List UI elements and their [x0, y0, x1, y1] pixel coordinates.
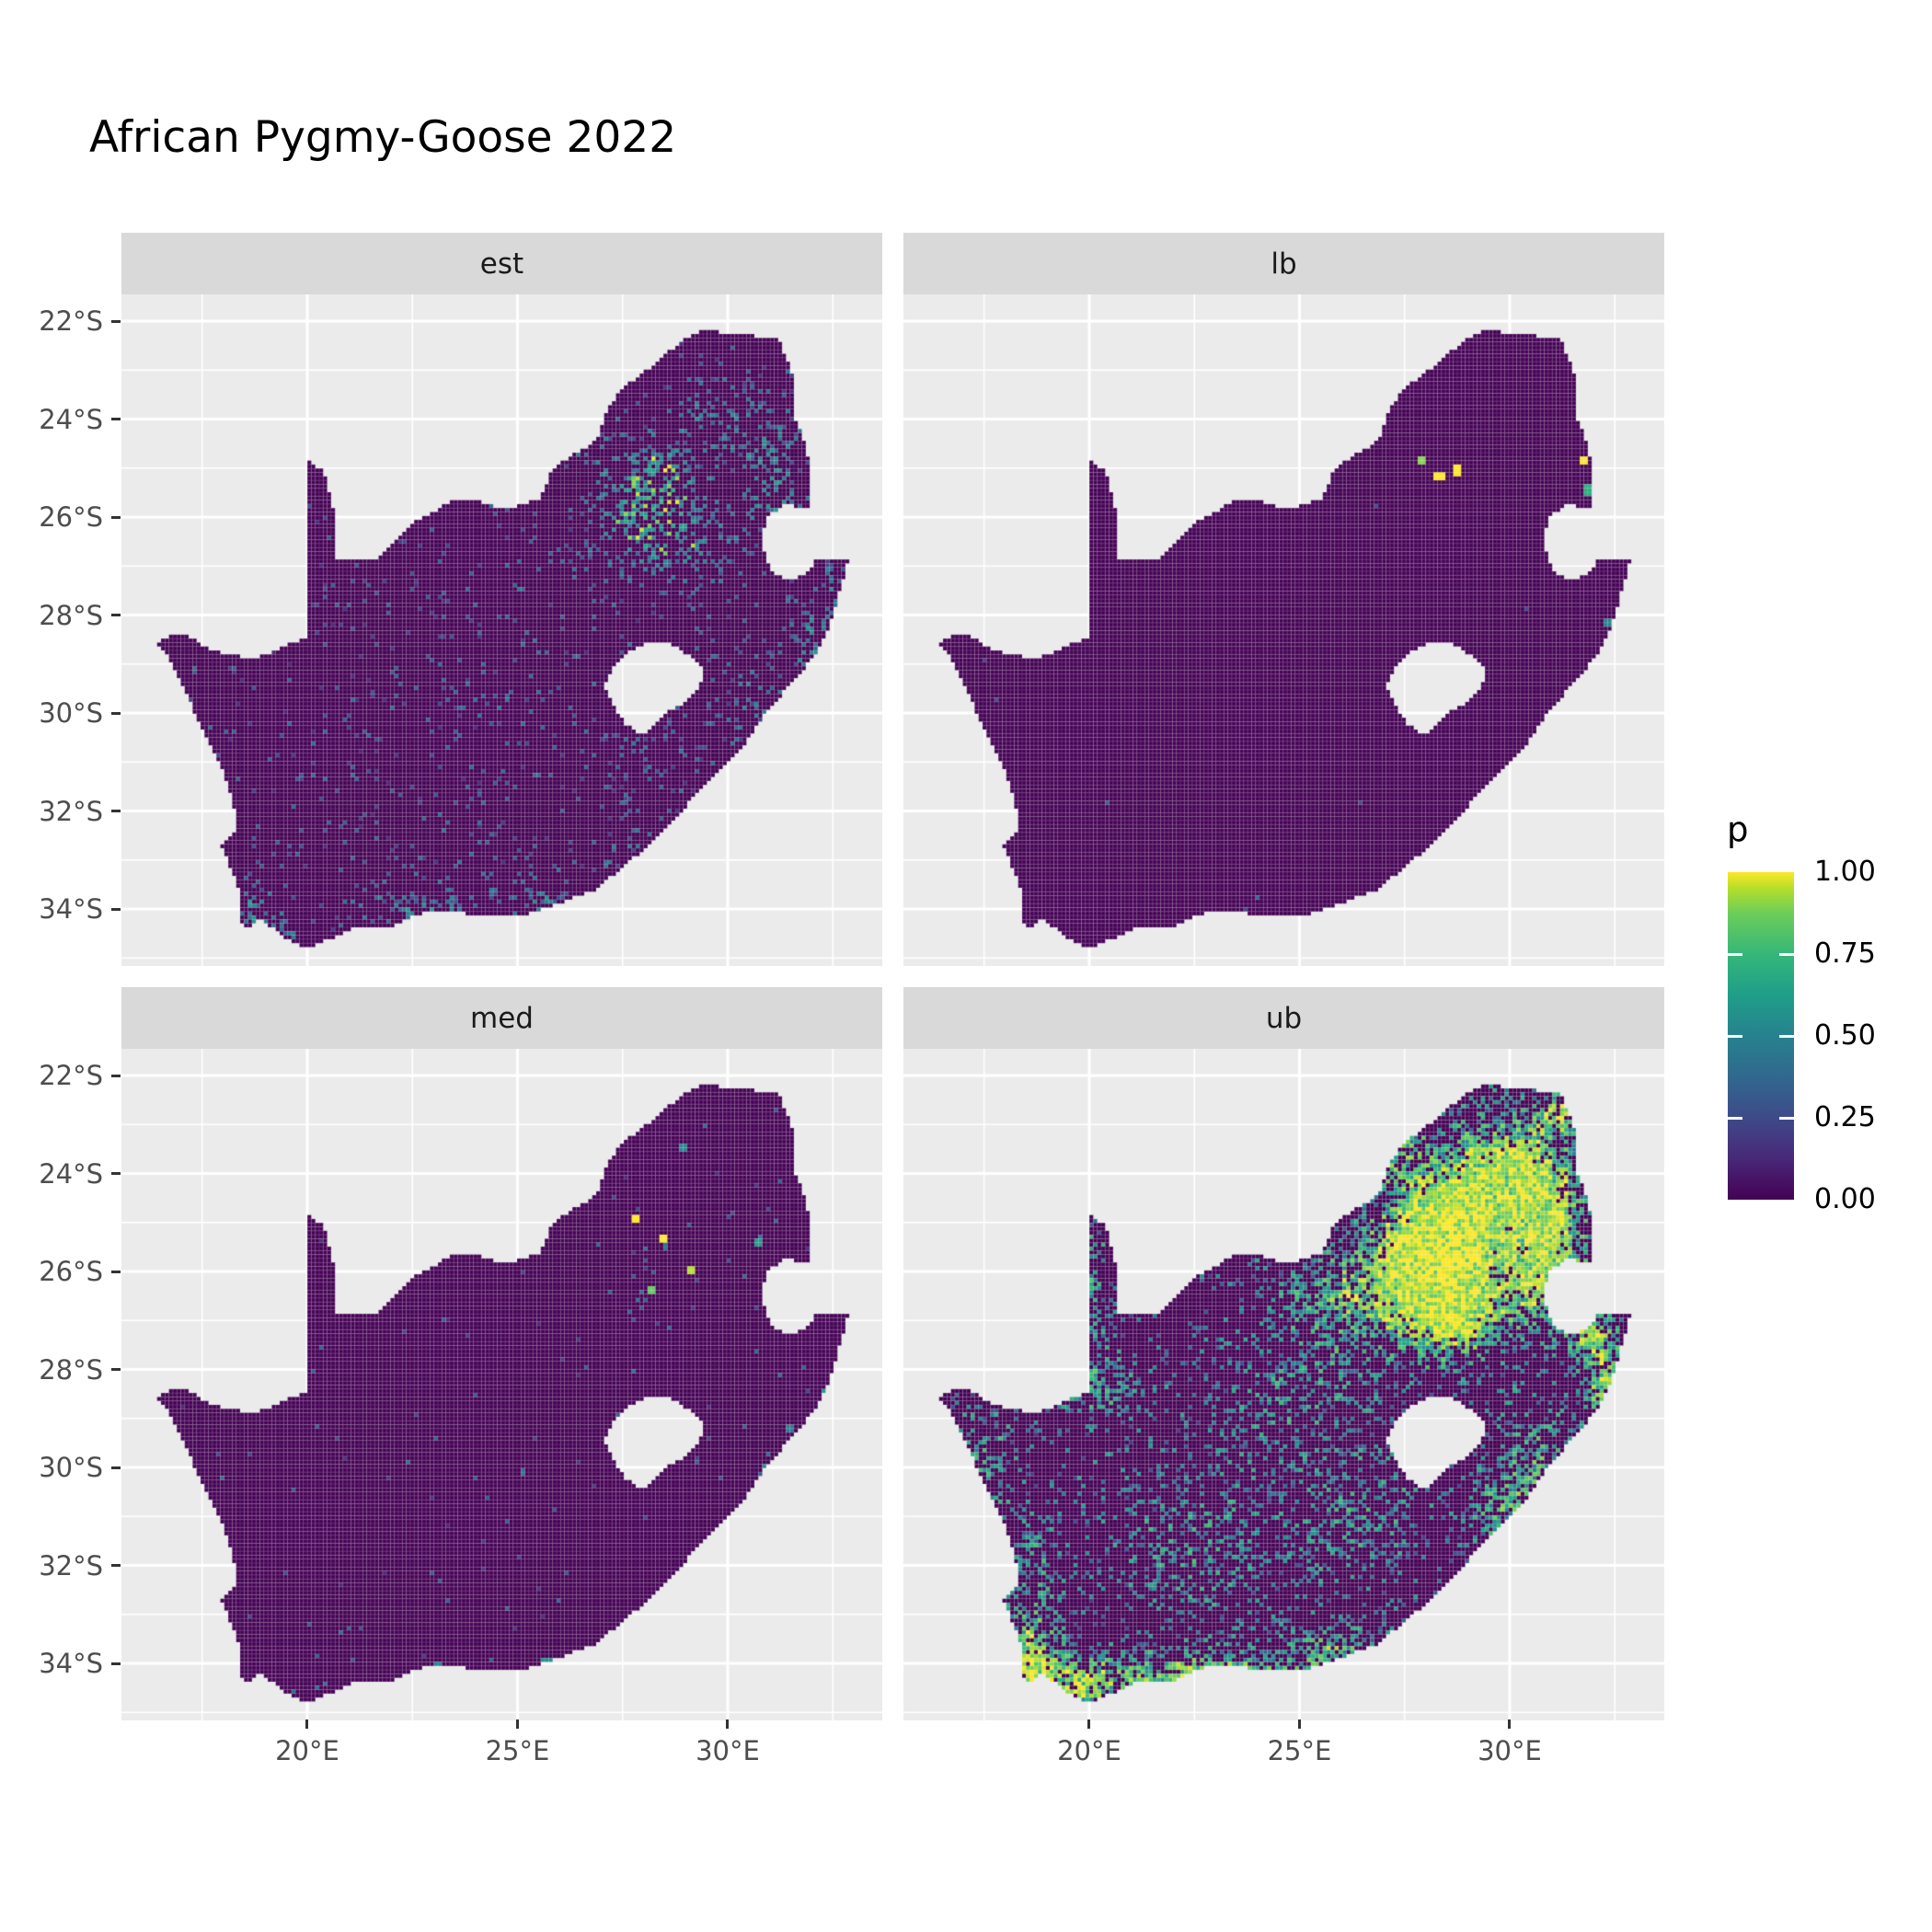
y-axis-tick-label: 30°S: [39, 1452, 103, 1484]
legend-colorbar-tick: [1728, 1116, 1742, 1120]
x-axis-tick-label: 30°E: [696, 1735, 760, 1766]
y-axis-tick-label: 32°S: [39, 795, 103, 827]
x-axis-tick-label: 30°E: [1478, 1735, 1542, 1766]
x-axis-tick-mark: [305, 1719, 309, 1729]
x-axis-tick-mark: [515, 1719, 519, 1729]
map-panel-est: [121, 294, 882, 966]
legend-colorbar-tick: [1779, 952, 1794, 956]
y-axis-tick-label: 32°S: [39, 1549, 103, 1581]
facet-strip-label: med: [470, 1001, 534, 1035]
legend-colorbar-tick: [1728, 952, 1742, 956]
legend-tick-label: 0.25: [1814, 1101, 1876, 1133]
y-axis-tick-mark: [111, 810, 121, 813]
y-axis-tick-label: 34°S: [39, 893, 103, 926]
facet-strip-label: lb: [1271, 247, 1297, 281]
map-canvas-med: [121, 1049, 882, 1720]
y-axis-tick-mark: [111, 1662, 121, 1665]
y-axis-tick-mark: [111, 515, 121, 519]
y-axis-tick-mark: [111, 319, 121, 323]
y-axis-tick-mark: [111, 1368, 121, 1372]
map-canvas-est: [121, 294, 882, 966]
facet-strip-lb: lb: [903, 233, 1664, 294]
y-axis-tick-label: 24°S: [39, 403, 103, 435]
legend-tick-label: 0.50: [1814, 1019, 1876, 1052]
map-panel-lb: [903, 294, 1664, 966]
x-axis-tick-mark: [1297, 1719, 1301, 1729]
y-axis-tick-label: 22°S: [39, 1060, 103, 1092]
legend-colorbar-tick: [1779, 1034, 1794, 1038]
facet-strip-med: med: [121, 987, 882, 1049]
legend-tick-label: 1.00: [1814, 856, 1876, 888]
y-axis-tick-mark: [111, 1172, 121, 1176]
facet-strip-label: ub: [1265, 1001, 1303, 1035]
legend-tick-label: 0.75: [1814, 937, 1876, 970]
map-panel-ub: [903, 1049, 1664, 1720]
y-axis-tick-mark: [111, 1466, 121, 1469]
y-axis-tick-label: 28°S: [39, 1353, 103, 1386]
legend-colorbar-tick: [1779, 1116, 1794, 1120]
y-axis-tick-mark: [111, 1074, 121, 1077]
x-axis-tick-label: 20°E: [275, 1735, 339, 1766]
x-axis-tick-mark: [1087, 1719, 1091, 1729]
y-axis-tick-label: 34°S: [39, 1648, 103, 1680]
y-axis-tick-label: 26°S: [39, 1256, 103, 1288]
x-axis-tick-mark: [726, 1719, 730, 1729]
x-axis-tick-mark: [1508, 1719, 1512, 1729]
map-panel-med: [121, 1049, 882, 1720]
legend-title: p: [1727, 810, 1749, 849]
y-axis-tick-mark: [111, 711, 121, 715]
x-axis-tick-label: 25°E: [485, 1735, 550, 1766]
facet-strip-label: est: [479, 247, 524, 281]
x-axis-tick-label: 20°E: [1057, 1735, 1121, 1766]
map-canvas-ub: [903, 1049, 1664, 1720]
legend-colorbar-tick: [1728, 1034, 1742, 1038]
y-axis-tick-label: 22°S: [39, 305, 103, 338]
y-axis-tick-mark: [111, 1270, 121, 1273]
map-canvas-lb: [903, 294, 1664, 966]
x-axis-tick-label: 25°E: [1267, 1735, 1332, 1766]
y-axis-tick-mark: [111, 1564, 121, 1568]
y-axis-tick-label: 26°S: [39, 501, 103, 534]
facet-strip-est: est: [121, 233, 882, 294]
facet-strip-ub: ub: [903, 987, 1664, 1049]
y-axis-tick-label: 24°S: [39, 1157, 103, 1190]
y-axis-tick-mark: [111, 418, 121, 421]
plot-title: African Pygmy-Goose 2022: [89, 112, 677, 163]
y-axis-tick-label: 30°S: [39, 697, 103, 730]
y-axis-tick-label: 28°S: [39, 599, 103, 631]
y-axis-tick-mark: [111, 614, 121, 617]
legend-tick-label: 0.00: [1814, 1183, 1876, 1215]
y-axis-tick-mark: [111, 907, 121, 911]
